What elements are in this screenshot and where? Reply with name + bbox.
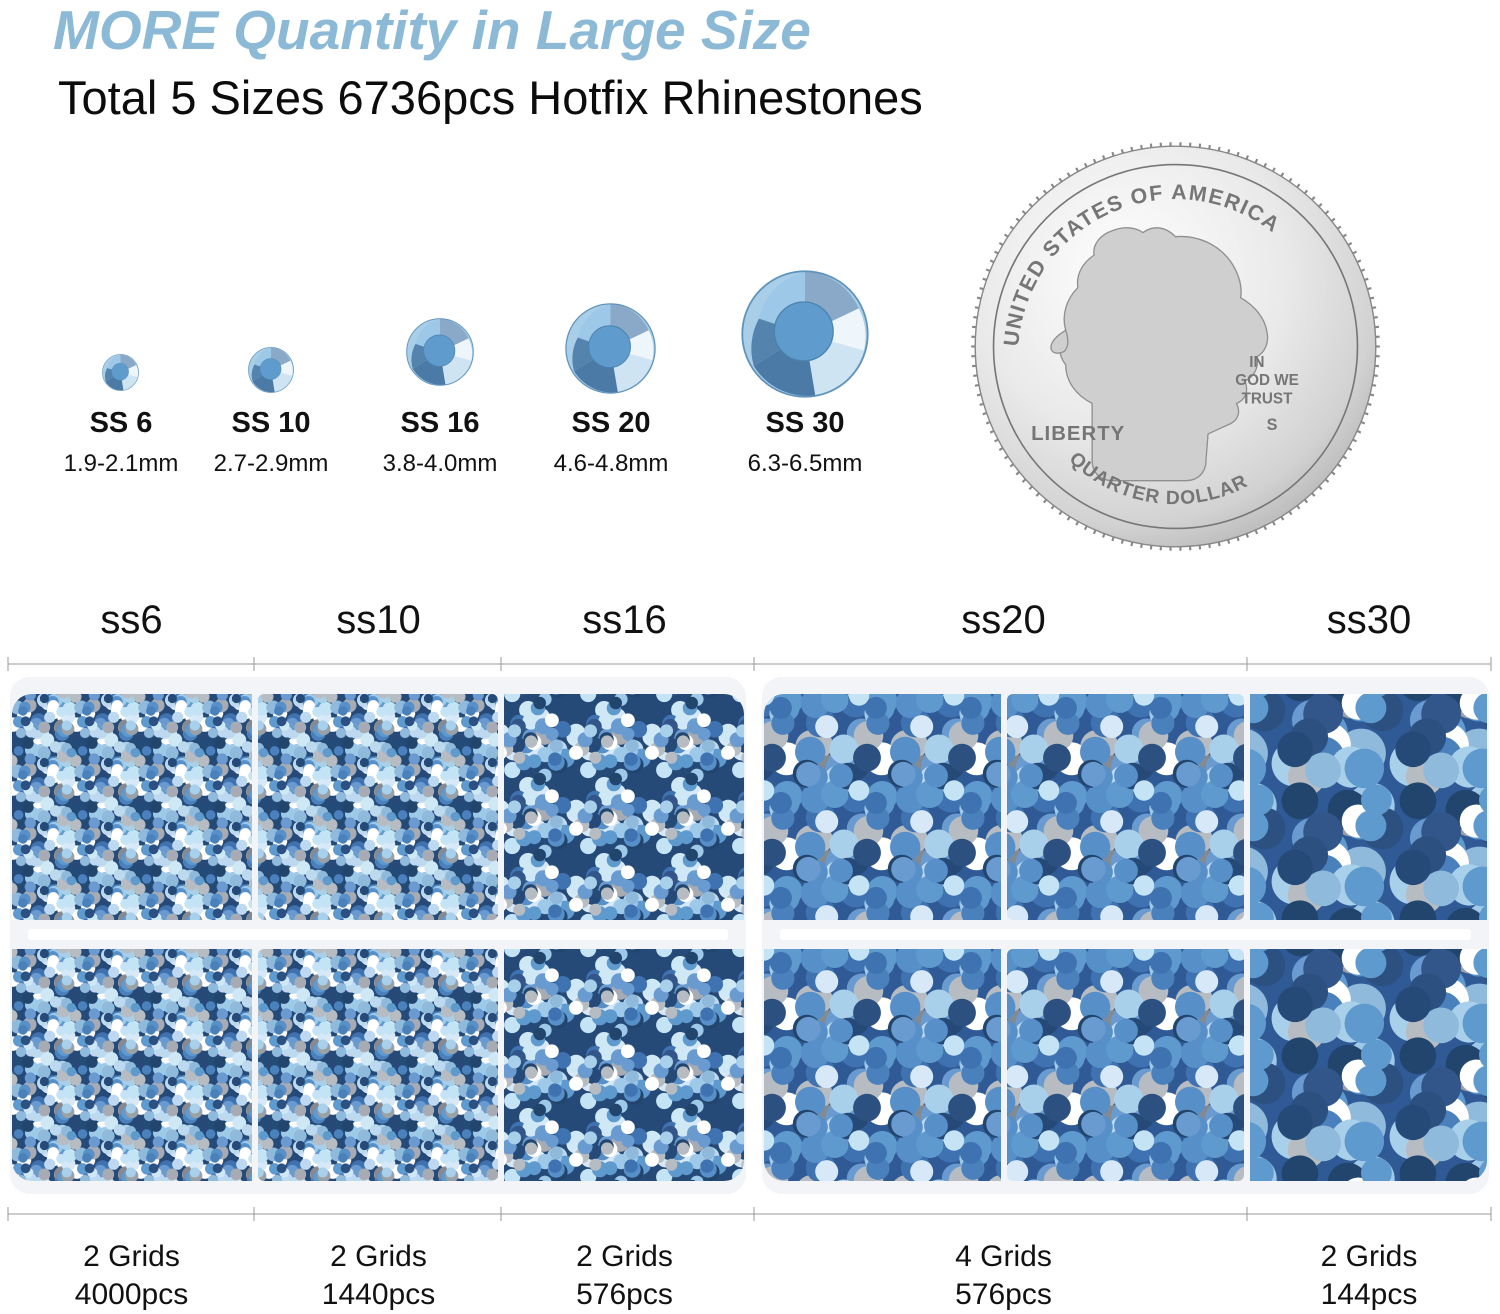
svg-text:IN: IN [1249,354,1264,371]
svg-text:LIBERTY: LIBERTY [1031,423,1125,445]
svg-text:TRUST: TRUST [1242,390,1294,407]
svg-text:S: S [1267,416,1278,434]
svg-text:GOD WE: GOD WE [1235,372,1299,389]
